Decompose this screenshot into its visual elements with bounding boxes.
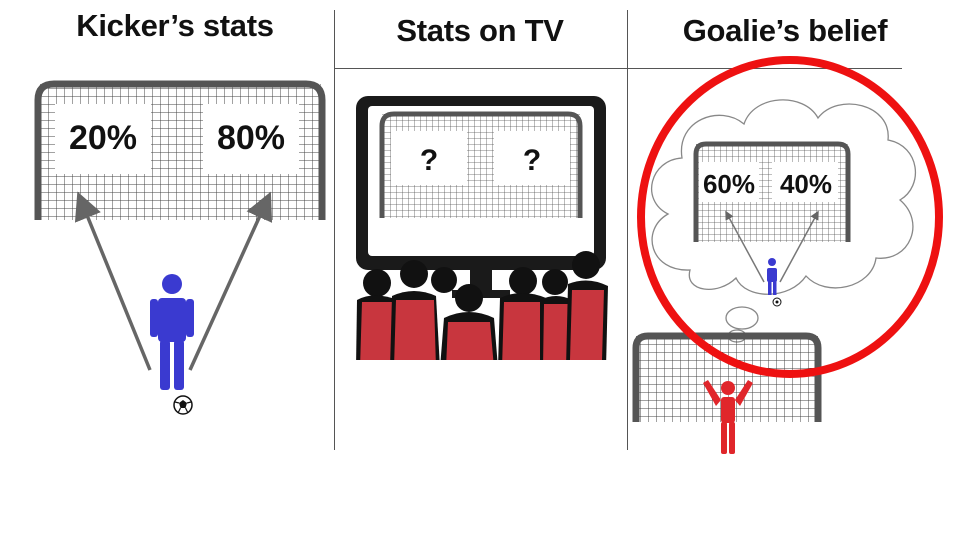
title-underline — [335, 68, 902, 69]
panel-title-stats-on-tv: Stats on TV — [396, 13, 564, 48]
kicker-person-icon — [150, 274, 194, 390]
goalie-person-icon — [703, 380, 753, 454]
belief-left-percent: 60% — [703, 169, 755, 199]
goalie-belief-goal — [693, 141, 851, 242]
panel-title-kicker-stats: Kicker’s stats — [76, 8, 274, 43]
tv-right-value: ? — [523, 144, 541, 177]
arrow-left — [74, 191, 152, 371]
panel-divider-1 — [334, 10, 335, 450]
kicker-right-percent: 80% — [217, 119, 285, 157]
audience-group — [344, 251, 610, 368]
belief-arrow-right — [779, 210, 819, 283]
kicker-left-percent: 20% — [69, 119, 137, 157]
tv-left-value: ? — [420, 144, 438, 177]
tv-screen-icon — [356, 96, 606, 298]
small-kicker-person-icon — [767, 258, 777, 295]
highlight-circle — [637, 56, 943, 378]
panel-divider-2 — [627, 10, 628, 450]
arrow-right — [188, 191, 273, 371]
belief-right-percent: 40% — [780, 169, 832, 199]
belief-arrow-left — [725, 210, 765, 283]
panel-title-goalie-belief: Goalie’s belief — [682, 13, 888, 48]
soccer-ball-icon — [173, 395, 193, 415]
kicker-goal — [34, 80, 326, 220]
small-soccer-ball-icon — [772, 297, 782, 307]
